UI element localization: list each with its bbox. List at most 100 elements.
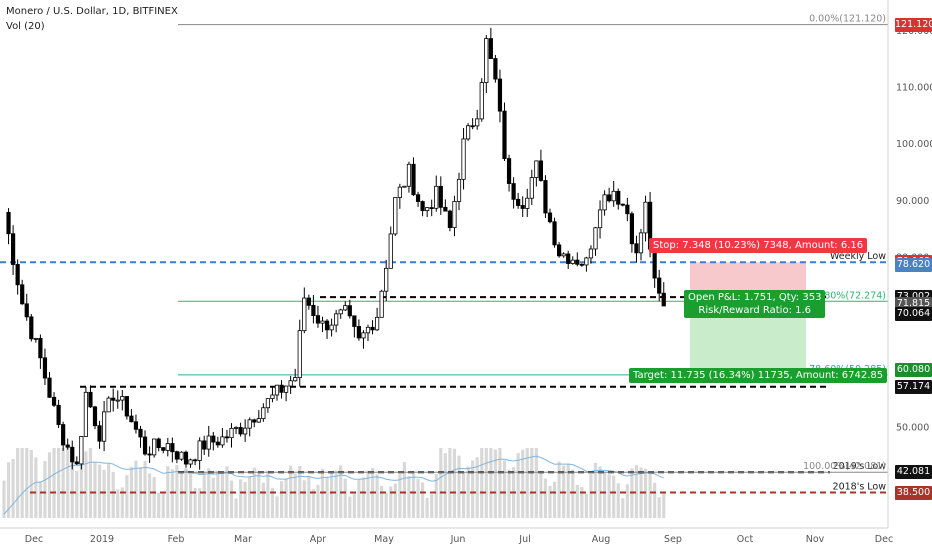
candle-body (370, 326, 375, 331)
candle-body (652, 248, 657, 279)
candle-body (10, 233, 16, 265)
volume-bar (47, 452, 52, 518)
stop-label[interactable]: Stop: 7.348 (10.23%) 7348, Amount: 6.16 (649, 238, 868, 254)
volume-bar (534, 448, 538, 518)
volume-bar (348, 496, 352, 518)
candle-body (124, 396, 129, 417)
candle-body (51, 396, 57, 406)
candle-body (279, 384, 284, 393)
volume-bar (34, 457, 38, 518)
volume-bar (330, 471, 334, 518)
candle-body (120, 396, 125, 401)
candle-body (365, 326, 371, 334)
volume-bar (366, 470, 370, 518)
x-tick-label: Sep (664, 534, 682, 545)
candle-body (293, 377, 298, 382)
candle-body (543, 180, 548, 214)
level-label: 100.00%(42.081) (803, 461, 886, 472)
level-label: 61.80%(72.274) (809, 290, 886, 301)
volume-bar (307, 475, 311, 518)
volume-bar (234, 498, 238, 518)
volume-bar (188, 474, 193, 518)
candle-body (197, 440, 202, 461)
candle-body (161, 447, 166, 451)
candle-body (106, 397, 111, 413)
candle-body (343, 305, 348, 311)
candle-body (506, 158, 512, 184)
x-tick-label: Jun (450, 534, 466, 545)
volume-bar (152, 477, 156, 518)
symbol-title: Monero / U.S. Dollar, 1D, BITFINEX (6, 6, 178, 17)
candle-body (138, 428, 143, 438)
candle-body (447, 210, 453, 229)
price-tag: 70.064 (895, 306, 932, 321)
pnl-label[interactable]: Open P&L: 1.751, Qty: 353 Risk/Reward Ra… (684, 289, 826, 318)
volume-bar (116, 489, 120, 518)
volume-bar (407, 475, 411, 518)
candle-body (616, 190, 621, 205)
x-tick-label: 2019 (90, 534, 114, 545)
candle-body (15, 264, 20, 286)
volume-bar (25, 448, 29, 518)
volume-bar (575, 484, 579, 518)
candle-body (625, 204, 630, 215)
candle-body (283, 385, 289, 393)
volume-bar (20, 448, 24, 518)
volume-bar (457, 455, 461, 518)
candle-body (88, 391, 93, 408)
candle-body (552, 221, 557, 246)
candle-body (188, 459, 193, 465)
volume-bar (211, 477, 215, 518)
candle-body (547, 212, 553, 223)
candle-body (566, 253, 571, 264)
volume-bar (589, 474, 593, 518)
x-tick-label: Apr (310, 534, 327, 545)
candle-body (47, 377, 52, 398)
candle-body (384, 267, 389, 292)
volume-bar (6, 462, 11, 518)
volume-bar (52, 448, 56, 518)
candle-body (247, 419, 252, 429)
volume-bar (662, 493, 666, 518)
candle-body (525, 197, 530, 209)
volume-indicator-label: Vol (20) (6, 21, 45, 32)
candle-body (215, 441, 220, 446)
candle-body (165, 443, 170, 451)
candle-body (502, 110, 507, 159)
candle-body (224, 436, 230, 439)
level-label: Weekly Low (830, 251, 886, 262)
candle-body (92, 406, 98, 427)
volume-bar (425, 497, 429, 518)
volume-bar (498, 448, 502, 518)
candles (6, 27, 666, 470)
volume-bar (143, 460, 147, 518)
y-tick-label: 110.000 (896, 83, 932, 94)
candle-body (256, 418, 261, 423)
volume-bar (70, 448, 74, 518)
candle-body (406, 163, 412, 187)
candle-body (629, 213, 635, 245)
candle-body (261, 407, 266, 420)
volume-bar (148, 473, 152, 518)
candle-body (588, 248, 594, 259)
candle-body (379, 290, 384, 318)
volume-bar (179, 471, 184, 518)
candle-body (593, 227, 598, 250)
x-tick-label: Aug (592, 534, 611, 545)
target-label[interactable]: Target: 11.735 (16.34%) 11735, Amount: 6… (629, 368, 888, 384)
x-tick-label: Nov (806, 534, 825, 545)
x-tick-label: Jul (518, 534, 530, 545)
candle-body (620, 203, 625, 206)
candle-body (274, 384, 280, 396)
candle-body (575, 259, 580, 265)
price-tag: 42.081 (895, 465, 932, 480)
volume-bar (57, 448, 61, 518)
candle-body (611, 190, 616, 202)
candle-body (33, 338, 38, 340)
volume-bar (202, 471, 206, 518)
volume-bar (384, 492, 388, 518)
candle-body (174, 451, 179, 460)
volume-bar (302, 480, 306, 518)
candle-body (38, 338, 43, 359)
